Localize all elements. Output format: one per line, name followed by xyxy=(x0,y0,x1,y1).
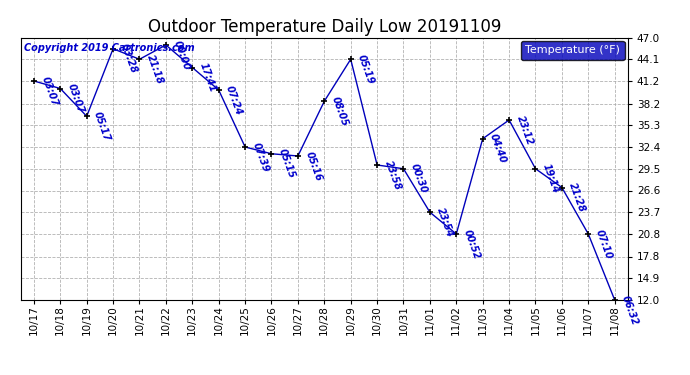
Text: 17:41: 17:41 xyxy=(198,61,218,94)
Text: 19:14: 19:14 xyxy=(541,162,561,195)
Text: Copyright 2019 Cartronics.com: Copyright 2019 Cartronics.com xyxy=(23,43,195,53)
Text: 00:30: 00:30 xyxy=(409,162,429,195)
Text: 21:18: 21:18 xyxy=(145,53,165,86)
Text: 07:24: 07:24 xyxy=(224,84,244,116)
Text: 07:10: 07:10 xyxy=(594,228,614,260)
Title: Outdoor Temperature Daily Low 20191109: Outdoor Temperature Daily Low 20191109 xyxy=(148,18,501,36)
Text: 05:19: 05:19 xyxy=(356,53,376,86)
Text: 03:28: 03:28 xyxy=(119,42,139,75)
Text: 23:12: 23:12 xyxy=(515,114,535,146)
Text: 07:39: 07:39 xyxy=(250,141,270,173)
Text: 23:58: 23:58 xyxy=(383,159,402,191)
Text: 00:52: 00:52 xyxy=(462,228,482,260)
Text: 05:16: 05:16 xyxy=(304,150,324,182)
Text: 05:15: 05:15 xyxy=(277,147,297,180)
Text: 21:28: 21:28 xyxy=(567,181,587,214)
Text: 08:05: 08:05 xyxy=(330,95,350,128)
Text: 03:07: 03:07 xyxy=(66,82,86,115)
Text: 05:17: 05:17 xyxy=(92,110,112,142)
Text: 03:07: 03:07 xyxy=(39,75,59,107)
Legend: Temperature (°F): Temperature (°F) xyxy=(521,41,624,60)
Text: 00:00: 00:00 xyxy=(171,39,191,71)
Text: 06:32: 06:32 xyxy=(620,294,640,326)
Text: 23:54: 23:54 xyxy=(435,206,455,238)
Text: 04:40: 04:40 xyxy=(489,132,509,165)
